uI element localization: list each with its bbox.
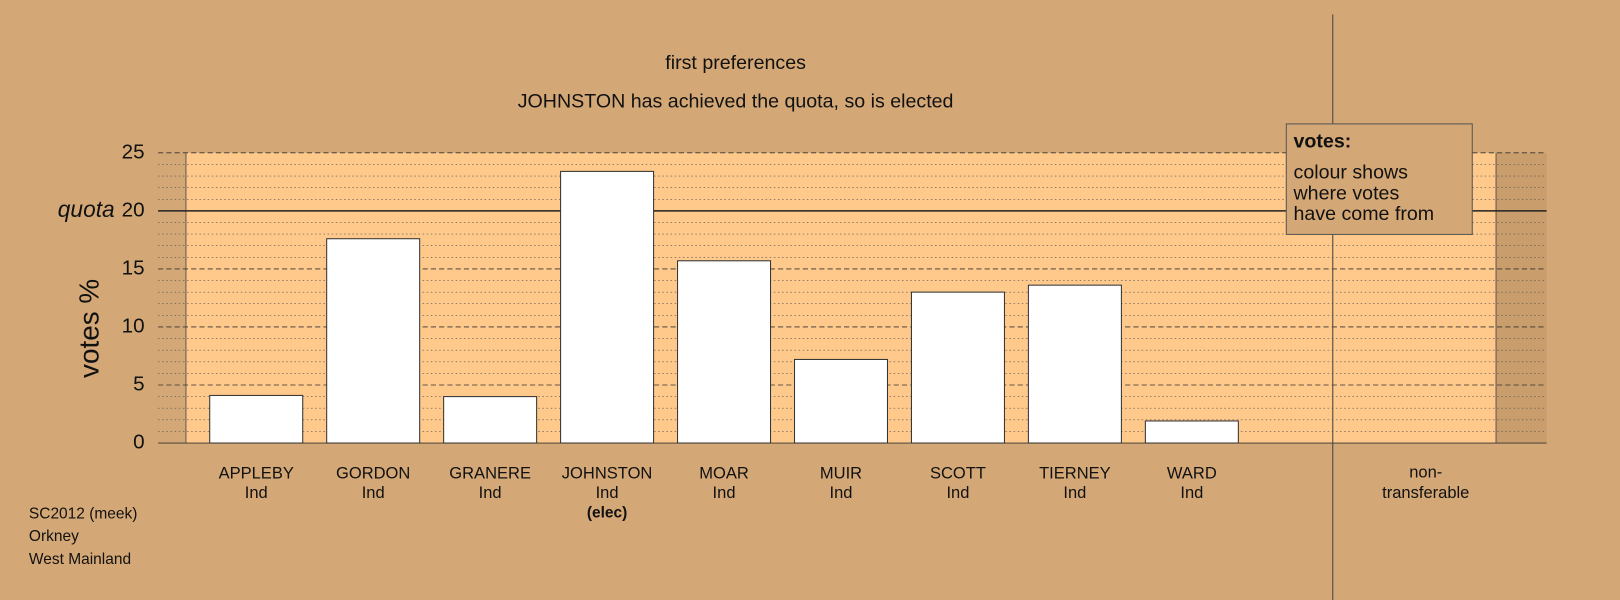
footer-text: SC2012 (meek) [29, 505, 137, 522]
bar [793, 358, 889, 444]
party-label: Ind [479, 483, 502, 502]
x-tick-label: MOAR [699, 463, 749, 482]
legend-box [1285, 123, 1473, 235]
y-tick-label: 0 [133, 430, 144, 453]
footer-text: West Mainland [29, 551, 131, 568]
quota-label: quota [58, 196, 115, 222]
y-tick-label: 15 [122, 256, 145, 279]
bar [443, 396, 538, 444]
margin-band [1496, 152, 1547, 444]
legend-text: have come from [1294, 203, 1435, 225]
bar [1144, 420, 1239, 444]
party-label: Ind [596, 483, 619, 502]
chart-title: first preferences [665, 52, 806, 74]
footer-text: Orkney [29, 528, 79, 545]
y-tick-label: 10 [122, 314, 145, 337]
party-label: Ind [362, 483, 385, 502]
status-label: (elec) [587, 504, 627, 521]
y-tick-label: 25 [122, 140, 145, 163]
x-tick-label: APPLEBY [219, 463, 294, 482]
x-tick-label: GRANERE [449, 463, 531, 482]
x-tick-label: GORDON [336, 463, 410, 482]
legend-text: colour shows [1294, 162, 1409, 184]
x-tick-label: WARD [1167, 463, 1217, 482]
y-tick-label: 20 [122, 198, 145, 221]
legend-title: votes: [1294, 131, 1352, 153]
party-label: Ind [1180, 483, 1203, 502]
legend-text: where votes [1293, 182, 1400, 204]
x-tick-label: JOHNSTON [562, 463, 653, 482]
bar [1027, 284, 1122, 444]
party-label: Ind [830, 483, 853, 502]
bar [677, 260, 772, 444]
x-tick-label: TIERNEY [1039, 463, 1111, 482]
x-tick-label: MUIR [820, 463, 862, 482]
bar [910, 291, 1005, 444]
party-label: Ind [245, 483, 268, 502]
x-tick-label: SCOTT [930, 463, 986, 482]
non-transferable-label: non- [1409, 462, 1442, 481]
non-transferable-label: transferable [1382, 483, 1469, 502]
y-tick-label: 5 [133, 372, 144, 395]
bar [326, 238, 421, 444]
party-label: Ind [1063, 483, 1086, 502]
chart-subtitle: JOHNSTON has achieved the quota, so is e… [518, 90, 954, 112]
bar [209, 394, 304, 444]
party-label: Ind [713, 483, 736, 502]
bar [560, 170, 655, 444]
party-label: Ind [946, 483, 969, 502]
y-axis-label: votes % [73, 279, 104, 378]
